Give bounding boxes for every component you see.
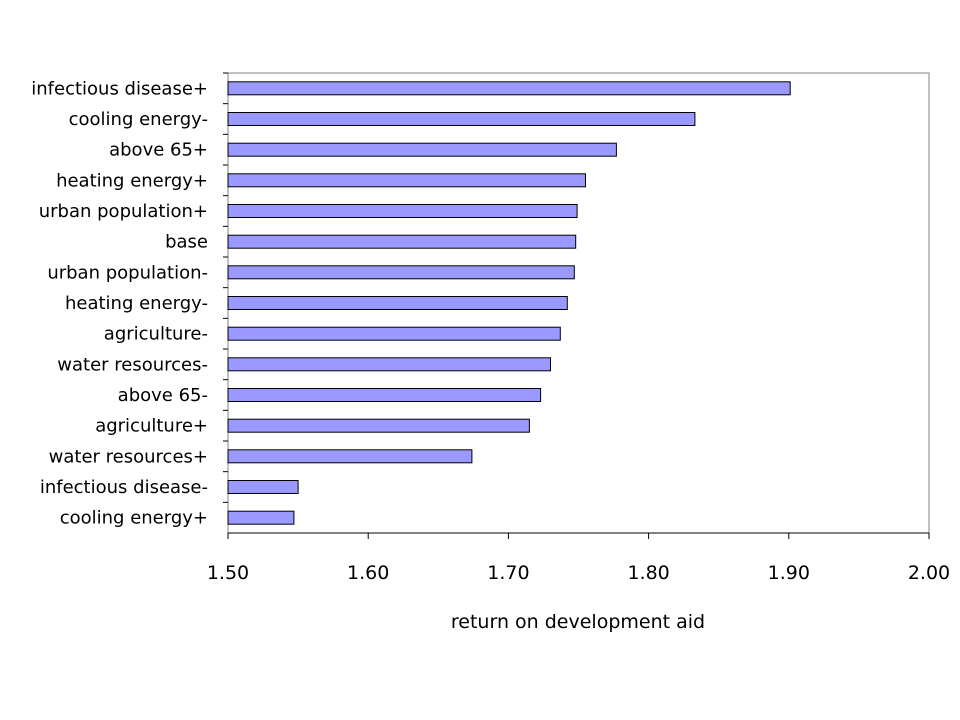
x-tick-label: 1.60 <box>347 562 389 584</box>
category-label: water resources- <box>57 354 208 375</box>
x-tick-label: 1.50 <box>207 562 249 584</box>
bar <box>227 357 551 372</box>
bar <box>227 81 791 96</box>
bar <box>227 449 473 464</box>
x-tick-label: 1.90 <box>768 562 810 584</box>
category-label: agriculture+ <box>95 416 208 437</box>
category-label: base <box>165 232 208 253</box>
category-label: infectious disease- <box>40 477 208 498</box>
category-label: above 65- <box>118 385 208 406</box>
bar <box>227 480 299 494</box>
category-label: water resources+ <box>49 446 208 467</box>
bar <box>227 296 568 310</box>
category-label: cooling energy- <box>69 109 208 130</box>
bars-group <box>227 81 791 525</box>
category-label: heating energy+ <box>56 170 208 191</box>
category-label: above 65+ <box>109 140 208 161</box>
category-label: urban population- <box>47 262 208 283</box>
category-label: urban population+ <box>39 201 208 222</box>
x-tick-label: 1.70 <box>487 562 529 584</box>
bar <box>227 388 542 402</box>
category-labels: infectious disease+ cooling energy-above … <box>31 72 228 529</box>
category-label: infectious disease+ <box>31 78 208 99</box>
x-tick-label: 2.00 <box>908 562 950 584</box>
bar <box>227 418 530 433</box>
x-tick-label: 1.80 <box>627 562 669 584</box>
category-label: agriculture- <box>104 324 208 345</box>
bar <box>227 265 575 280</box>
x-axis-title: return on development aid <box>451 611 705 633</box>
bar <box>227 510 295 525</box>
bar <box>227 173 586 188</box>
category-label: cooling energy+ <box>60 508 208 529</box>
category-label: heating energy- <box>65 293 208 314</box>
bar <box>227 204 578 218</box>
bar <box>227 326 561 341</box>
bar <box>227 234 577 249</box>
x-axis-ticks: 1.50 1.60 1.70 1.80 1.90 2.00 <box>207 533 950 584</box>
bar <box>227 142 617 157</box>
bar <box>227 112 696 126</box>
